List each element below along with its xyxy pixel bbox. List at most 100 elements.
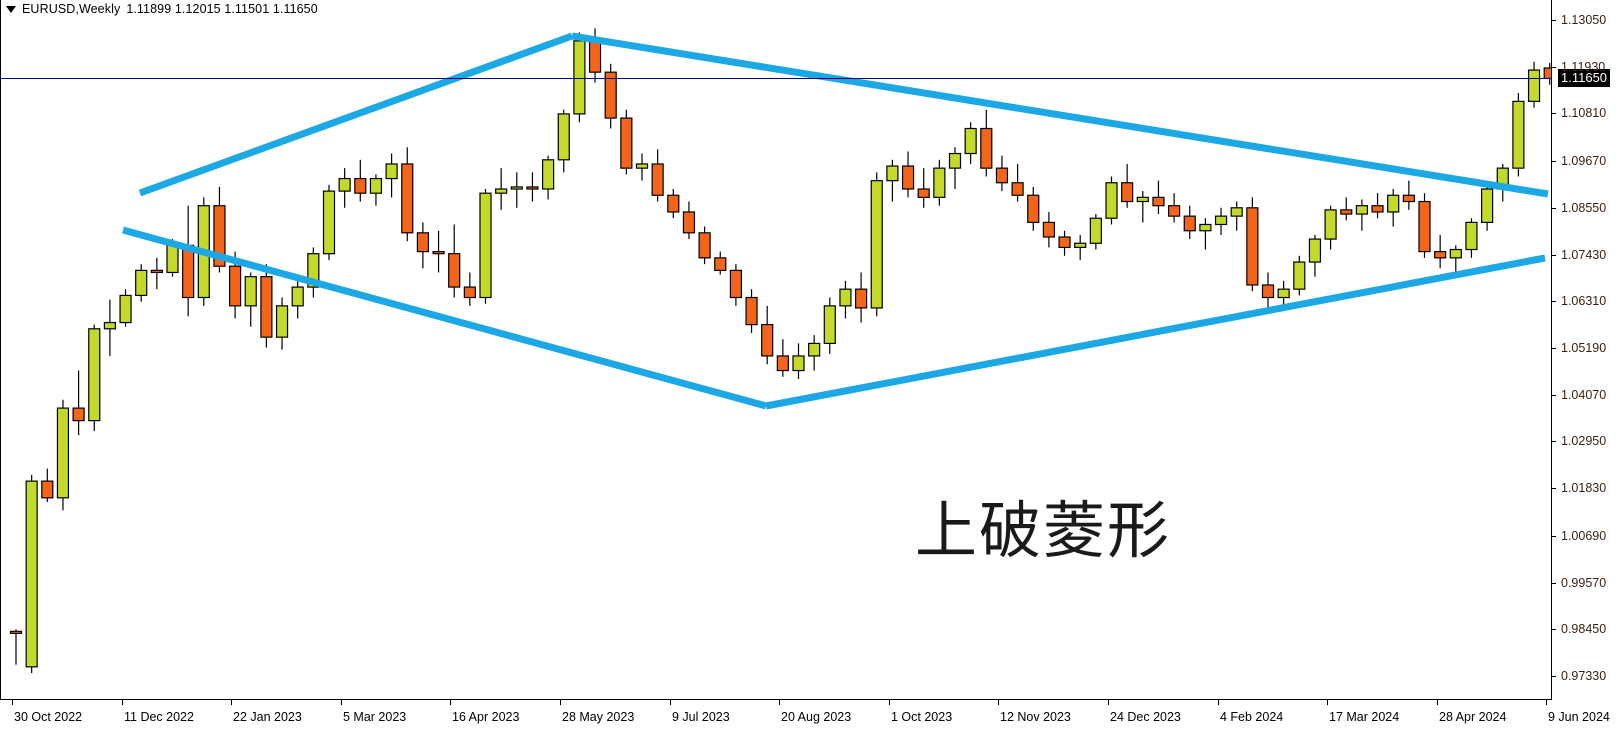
price-axis-label: 0.99570	[1561, 575, 1607, 590]
price-axis-tick	[1551, 629, 1556, 631]
candle-body-bearish	[1058, 236, 1071, 249]
candlestick	[854, 272, 868, 323]
candlestick	[150, 257, 163, 290]
candle-body-bearish	[1121, 182, 1134, 203]
candlestick	[714, 251, 727, 275]
candlestick	[322, 184, 336, 260]
time-axis-label: 1 Oct 2023	[891, 710, 953, 724]
candle-body-bearish	[150, 269, 163, 274]
candlestick	[1324, 205, 1337, 250]
candle-body-bearish	[1434, 251, 1447, 259]
candlestick	[41, 468, 54, 502]
candle-body-bearish	[980, 127, 993, 169]
trendline-upper-right-leg[interactable]	[571, 32, 1549, 198]
trendline-upper-left-leg[interactable]	[138, 32, 574, 197]
candle-body-bearish	[229, 265, 242, 307]
candle-body-bullish	[307, 253, 320, 288]
candlestick	[870, 172, 883, 317]
price-axis-tick	[1551, 535, 1556, 537]
candlestick	[1387, 189, 1400, 227]
price-axis-label: 0.98450	[1561, 622, 1607, 637]
candlestick	[1089, 214, 1102, 250]
candlestick	[1371, 193, 1384, 219]
candle-body-bearish	[213, 205, 226, 267]
candlestick	[1152, 180, 1165, 215]
candle-body-bullish	[823, 305, 836, 345]
candlestick	[354, 159, 367, 202]
candle-body-bearish	[526, 186, 539, 190]
candlestick	[1136, 191, 1149, 223]
candlestick	[1434, 234, 1447, 269]
candlestick	[1058, 230, 1071, 256]
price-axis-tick	[1551, 394, 1556, 396]
price-axis-tick	[1551, 66, 1556, 68]
time-axis-label: 4 Feb 2024	[1220, 710, 1284, 724]
candle-body-bearish	[901, 165, 915, 190]
candle-body-bullish	[933, 167, 946, 198]
candlestick	[1277, 280, 1290, 308]
candle-body-bearish	[854, 288, 868, 309]
candle-body-bullish	[88, 328, 101, 422]
pattern-annotation-text: 上破菱形	[915, 494, 1172, 567]
candlestick	[604, 63, 617, 129]
candle-body-bullish	[291, 286, 304, 307]
price-axis-label: 1.05190	[1561, 341, 1607, 355]
candlestick	[495, 168, 508, 210]
candle-body-bearish	[1011, 182, 1024, 196]
time-axis-tick	[450, 700, 451, 705]
candle-body-bullish	[541, 159, 555, 190]
trendline-lower-left-leg[interactable]	[122, 226, 767, 410]
time-axis-label: 24 Dec 2023	[1110, 710, 1181, 724]
candlestick	[1465, 218, 1478, 258]
current-price-line	[0, 78, 1551, 80]
time-axis-label: 30 Oct 2022	[14, 710, 83, 724]
candlestick	[1011, 163, 1024, 202]
time-axis-tick	[1437, 700, 1438, 705]
triangle-down-icon[interactable]	[6, 5, 16, 13]
candlestick	[385, 153, 398, 198]
trendline-lower-right-leg[interactable]	[765, 254, 1546, 410]
candlestick	[432, 230, 445, 273]
candle-body-bearish	[682, 211, 696, 234]
candlestick	[823, 297, 836, 354]
candle-body-bullish	[1527, 69, 1541, 102]
candlestick	[260, 264, 273, 348]
candle-body-bearish	[1402, 194, 1415, 203]
candlestick	[119, 289, 132, 327]
time-axis-label: 9 Jun 2024	[1548, 710, 1610, 724]
time-axis-tick	[341, 700, 342, 705]
candle-body-bullish	[275, 305, 289, 338]
candlestick	[901, 151, 915, 198]
price-axis-tick	[1551, 488, 1556, 490]
candlestick	[964, 122, 977, 164]
candle-body-bullish	[1387, 194, 1400, 213]
chart-plot-area[interactable]	[0, 0, 1551, 700]
candle-body-bullish	[1089, 217, 1102, 244]
candlestick	[698, 226, 711, 265]
candle-body-bearish	[588, 40, 602, 73]
time-axis-label: 28 Apr 2024	[1439, 710, 1507, 724]
candle-body-bullish	[1199, 223, 1212, 232]
candle-body-bullish	[1465, 221, 1478, 251]
candlestick	[1167, 193, 1181, 223]
time-axis-tick	[1218, 700, 1219, 705]
price-axis-label: 1.02950	[1561, 434, 1607, 449]
candlestick	[1261, 272, 1275, 311]
candle-body-bullish	[1449, 248, 1462, 259]
price-axis-label: 1.08550	[1561, 200, 1607, 215]
chart-graphics-layer	[9, 28, 1551, 674]
price-axis-label: 1.06310	[1561, 294, 1607, 309]
candle-body-bearish	[1042, 221, 1056, 238]
time-axis-label: 11 Dec 2022	[124, 710, 194, 724]
candlestick	[448, 224, 461, 298]
candle-body-bullish	[1355, 205, 1369, 215]
candle-body-bullish	[1480, 188, 1494, 223]
current-price-tag: 1.11650	[1558, 69, 1611, 88]
candle-body-bullish	[510, 186, 523, 190]
candle-body-bullish	[1074, 242, 1087, 249]
candlestick	[1512, 93, 1525, 177]
chart-header: EURUSD,Weekly 1.11899 1.12015 1.11501 1.…	[0, 0, 318, 18]
candlestick	[25, 474, 38, 674]
candlestick	[980, 109, 993, 177]
candlestick	[573, 32, 586, 123]
